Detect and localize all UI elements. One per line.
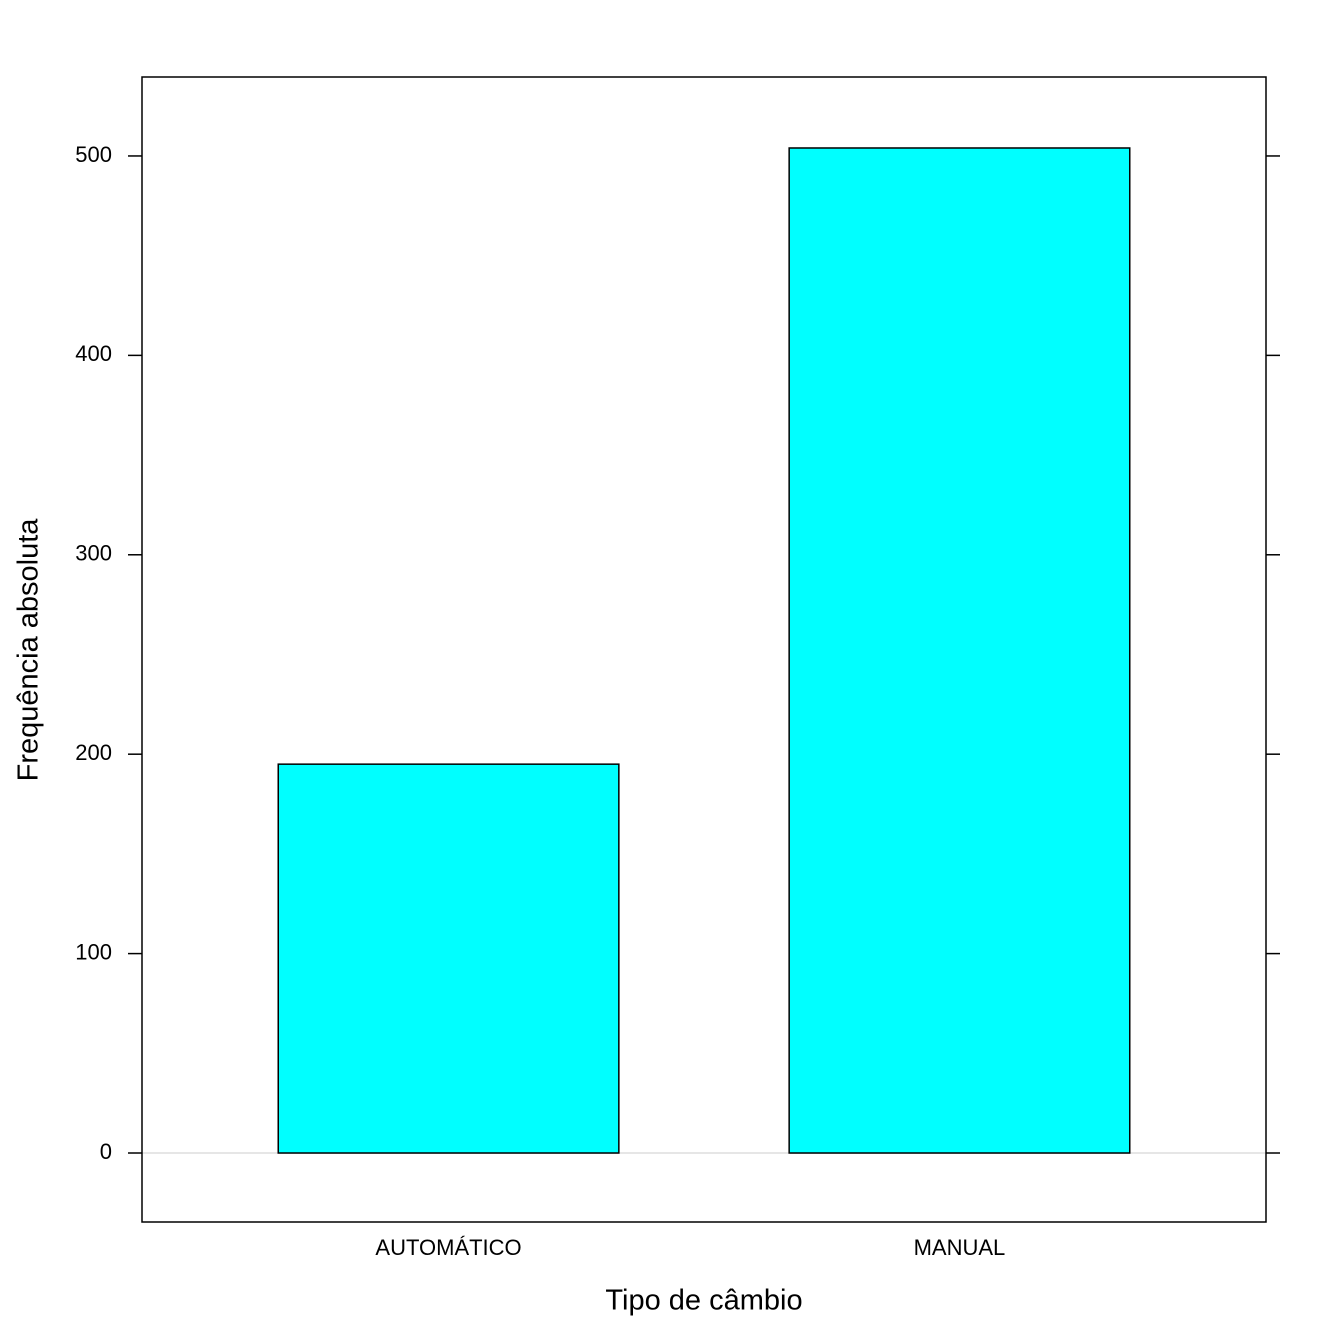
- plot-frame: [141, 76, 1267, 1223]
- y-tick-label: 400: [75, 341, 112, 366]
- y-tick-label: 0: [100, 1139, 112, 1164]
- x-tick-label: AUTOMÁTICO: [375, 1235, 521, 1260]
- y-tick-label: 500: [75, 142, 112, 167]
- bar: [788, 147, 1131, 1154]
- y-tick-label: 300: [75, 541, 112, 566]
- y-axis-title: Frequência absoluta: [13, 518, 45, 782]
- y-tick-label: 100: [75, 939, 112, 964]
- y-tick-label: 200: [75, 740, 112, 765]
- bar: [277, 763, 620, 1154]
- x-axis-title: Tipo de câmbio: [605, 1285, 802, 1317]
- x-tick-label: MANUAL: [914, 1235, 1006, 1260]
